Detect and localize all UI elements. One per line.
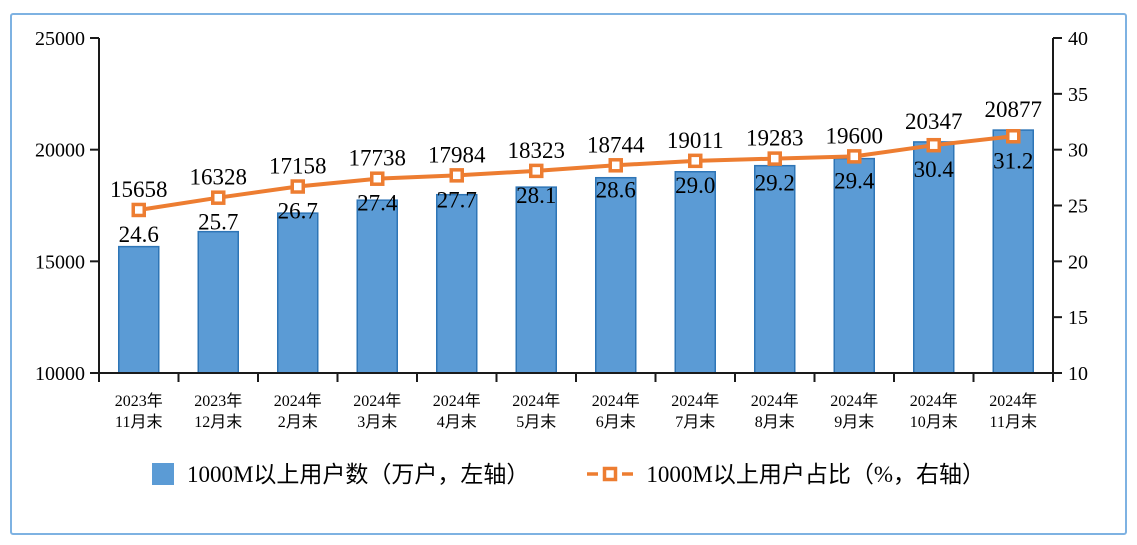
line-marker-6 [608, 158, 623, 173]
x-axis-label-line1: 2024年 [274, 392, 322, 410]
x-axis-label-line2: 11月末 [990, 413, 1037, 431]
bar-value-label: 18323 [508, 138, 566, 163]
x-axis-label-line2: 8月末 [755, 413, 795, 431]
left-axis-tick-label: 20000 [35, 140, 85, 162]
line-marker-7 [688, 153, 703, 169]
line-marker-9 [847, 149, 862, 164]
line-marker-1 [211, 190, 226, 205]
bar-0 [118, 245, 160, 374]
x-axis-label-line2: 11月末 [115, 413, 162, 431]
line-value-label: 29.0 [675, 173, 715, 198]
line-marker-10 [926, 137, 941, 153]
legend-line-series-label: 1000M以上用户占比（%，右轴） [646, 461, 986, 487]
x-axis-label-line1: 2024年 [592, 392, 640, 410]
line-swatch-part [603, 466, 618, 482]
x-axis-label-line1: 2023年 [194, 392, 242, 410]
combo-chart-plot: 10000 15000 20000 25000 10 15 20 25 30 35 40 2023年 1… [35, 28, 1088, 431]
line-value-label: 29.2 [755, 171, 795, 196]
x-axis-label-line1: 2023年 [115, 392, 163, 410]
line-value-label: 24.6 [119, 222, 159, 247]
x-axis-label-line1: 2024年 [910, 392, 958, 410]
bar-value-label: 19600 [826, 123, 884, 148]
line-marker-4 [449, 168, 464, 183]
line-marker-8 [767, 151, 782, 166]
x-axis-label-line2: 2月末 [278, 413, 318, 431]
chart-legend: 1000M以上用户数（万户，左轴） 1000M以上用户占比（%，右轴） [0, 448, 1137, 500]
line-value-label: 30.4 [914, 157, 955, 182]
x-axis-label-line1: 2024年 [671, 392, 719, 410]
legend-item-line-series: 1000M以上用户占比（%，右轴） [587, 463, 985, 486]
x-axis-label-line1: 2024年 [989, 392, 1037, 410]
bar-11 [992, 129, 1034, 374]
line-series-path [136, 134, 1016, 212]
line-value-label: 29.4 [834, 168, 875, 193]
line-value-label: 25.7 [198, 210, 238, 235]
line-value-label: 28.1 [516, 183, 556, 208]
left-axis-tick-label: 15000 [35, 251, 85, 273]
bar-series-swatch-icon [151, 463, 174, 485]
bar-3 [356, 199, 398, 374]
line-value-label: 27.7 [437, 187, 477, 212]
bar-8 [754, 164, 796, 374]
bar-4 [436, 193, 478, 374]
bar-value-label: 17158 [269, 154, 327, 179]
right-axis-tick-label: 35 [1068, 84, 1088, 106]
line-value-label: 28.6 [596, 177, 636, 202]
x-axis-label-line2: 6月末 [596, 413, 636, 431]
x-axis-label-line2: 7月末 [675, 413, 715, 431]
bar-5 [515, 186, 557, 374]
bar-6 [595, 176, 637, 374]
right-axis-tick-label: 40 [1068, 28, 1088, 50]
x-axis-label-line2: 10月末 [910, 413, 958, 431]
right-axis-tick-label: 20 [1068, 251, 1088, 273]
bar-value-label: 19011 [667, 128, 724, 153]
bar-7 [674, 171, 716, 374]
x-axis-label-line1: 2024年 [512, 392, 560, 410]
x-axis-label-line1: 2024年 [830, 392, 878, 410]
bar-value-label: 15658 [110, 177, 168, 202]
right-axis-tick-label: 25 [1068, 196, 1088, 218]
legend-bar-series-label: 1000M以上用户数（万户，左轴） [186, 461, 530, 487]
right-axis-tick-label: 15 [1068, 307, 1088, 329]
bar-value-label: 19283 [746, 126, 804, 151]
left-axis-tick-label: 25000 [35, 28, 85, 50]
right-axis-tick-label: 10 [1068, 363, 1088, 385]
bar-value-label: 20347 [905, 109, 963, 134]
line-series-swatch-icon [587, 466, 634, 482]
legend-item-bar-series: 1000M以上用户数（万户，左轴） [151, 461, 530, 487]
x-axis-label-line2: 4月末 [437, 413, 477, 431]
line-value-label: 27.4 [357, 191, 398, 216]
bar-1 [197, 230, 239, 374]
bar-value-label: 18744 [587, 132, 645, 157]
x-axis-label-line1: 2024年 [353, 392, 401, 410]
line-value-label: 31.2 [993, 148, 1033, 173]
x-axis-label-line2: 12月末 [194, 413, 242, 431]
x-axis-label-line2: 3月末 [357, 413, 397, 431]
x-axis-label-line1: 2024年 [433, 392, 481, 410]
left-axis-tick-label: 10000 [35, 363, 85, 385]
bar-value-label: 17738 [349, 146, 407, 171]
x-axis-label-line2: 9月末 [834, 413, 874, 431]
bar-9 [833, 157, 875, 374]
line-marker-5 [529, 163, 544, 179]
x-axis-label-line2: 5月末 [516, 413, 556, 431]
x-axis-label-line1: 2024年 [751, 392, 799, 410]
bar-value-label: 20877 [985, 97, 1043, 122]
line-marker-11 [1006, 129, 1021, 144]
line-marker-0 [131, 202, 146, 218]
right-axis-tick-label: 30 [1068, 140, 1088, 162]
bar-2 [277, 212, 319, 374]
bar-value-label: 16328 [190, 165, 248, 190]
line-value-label: 26.7 [278, 199, 318, 224]
line-marker-2 [290, 179, 305, 194]
line-marker-3 [370, 171, 385, 186]
bar-value-label: 17984 [428, 142, 486, 167]
